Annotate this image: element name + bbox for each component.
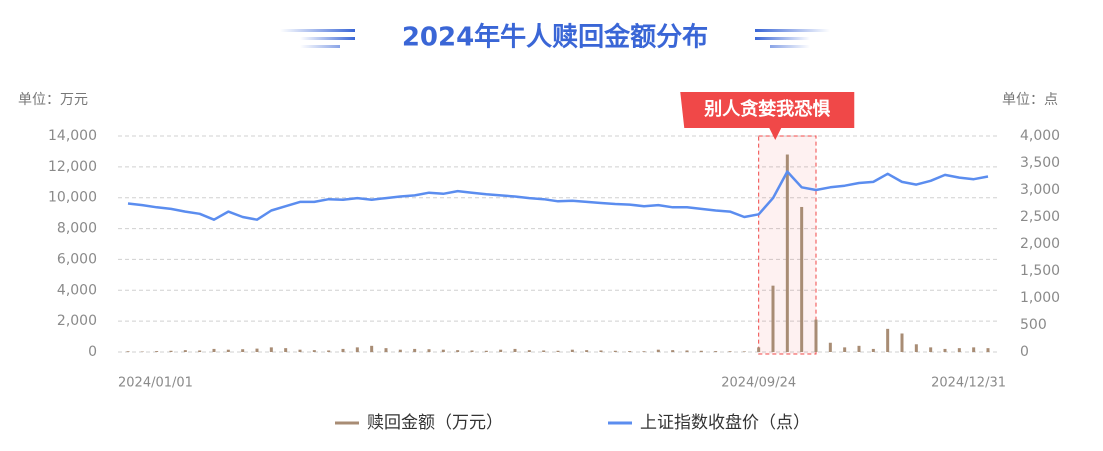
- y2-tick-label: 2,000: [1020, 236, 1060, 252]
- y2-unit: 单位：点: [1002, 92, 1058, 108]
- y-tick-label: 12,000: [48, 159, 97, 175]
- bar: [886, 328, 890, 352]
- bar: [198, 350, 202, 352]
- bar: [972, 347, 976, 352]
- annotation: 别人贪婪我恐惧: [703, 98, 830, 120]
- legend-item: 上证指数收盘价（点）: [608, 413, 810, 433]
- line: [127, 170, 989, 221]
- bar: [212, 348, 216, 352]
- y-tick-label: 2,000: [57, 313, 97, 329]
- title-decoration: [280, 29, 830, 48]
- bar: [499, 349, 503, 352]
- bar: [871, 348, 875, 352]
- bar: [169, 350, 173, 352]
- bar: [556, 350, 560, 352]
- bar: [413, 348, 417, 352]
- y-tick-label: 14,000: [48, 128, 97, 144]
- bar: [183, 350, 187, 352]
- x-tick-label: 2024/09/24: [721, 376, 796, 391]
- bar: [814, 319, 818, 352]
- bar: [427, 349, 431, 352]
- y-tick-label: 10,000: [48, 190, 97, 206]
- y-unit: 单位：万元: [18, 92, 88, 108]
- bar: [312, 350, 316, 352]
- bar: [298, 349, 302, 352]
- bar: [398, 349, 402, 352]
- bar: [656, 349, 660, 352]
- bar: [929, 347, 933, 352]
- y-tick-label: 8,000: [57, 221, 97, 237]
- bar: [771, 285, 775, 352]
- y-tick-label: 0: [88, 344, 97, 360]
- bar: [914, 344, 918, 352]
- y2-tick-label: 2,500: [1020, 209, 1060, 225]
- bar: [957, 348, 961, 352]
- bar: [384, 348, 388, 352]
- bar: [828, 342, 832, 352]
- bar: [900, 333, 904, 352]
- bar: [785, 154, 789, 352]
- bar: [986, 348, 990, 352]
- bar: [857, 345, 861, 352]
- bar: [742, 351, 746, 352]
- annotation-box: [680, 92, 855, 140]
- bar: [470, 350, 474, 352]
- y-tick-label: 4,000: [57, 282, 97, 298]
- bar: [728, 351, 732, 352]
- bar: [226, 349, 230, 352]
- bar: [757, 347, 761, 352]
- x-tick-label: 2024/01/01: [118, 376, 193, 391]
- bar: [671, 350, 675, 352]
- bar: [269, 347, 273, 352]
- y2-tick-label: 0: [1020, 344, 1029, 360]
- bar: [527, 350, 531, 352]
- bar: [642, 351, 646, 352]
- bar: [542, 350, 546, 352]
- legend-item: 赎回金额（万元）: [335, 413, 503, 433]
- legend-label: 上证指数收盘价（点）: [640, 413, 810, 433]
- bar: [843, 347, 847, 352]
- bar: [585, 350, 589, 352]
- bar: [628, 351, 632, 352]
- bar: [484, 350, 488, 352]
- bar: [341, 348, 345, 352]
- bar: [355, 347, 359, 352]
- bar: [699, 350, 703, 352]
- bar: [943, 348, 947, 352]
- bar: [370, 345, 374, 352]
- y2-tick-label: 1,000: [1020, 290, 1060, 306]
- bar: [800, 206, 804, 352]
- y2-tick-label: 3,000: [1020, 182, 1060, 198]
- bar: [155, 351, 159, 352]
- bar: [599, 350, 603, 352]
- y2-tick-label: 500: [1020, 317, 1047, 333]
- x-tick-label: 2024/12/31: [931, 376, 1006, 391]
- bar: [241, 349, 245, 352]
- y-tick-label: 6,000: [57, 251, 97, 267]
- bar: [570, 349, 574, 352]
- legend-label: 赎回金额（万元）: [367, 413, 503, 433]
- bar: [441, 349, 445, 352]
- bar: [327, 350, 331, 352]
- bar: [613, 350, 617, 352]
- y2-tick-label: 1,500: [1020, 263, 1060, 279]
- bar: [284, 348, 288, 352]
- bar: [255, 348, 259, 352]
- chart-title: 2024年牛人赎回金额分布: [402, 22, 708, 53]
- y2-tick-label: 4,000: [1020, 128, 1060, 144]
- bar: [456, 350, 460, 352]
- bar: [513, 348, 517, 352]
- y2-tick-label: 3,500: [1020, 155, 1060, 171]
- bar: [685, 350, 689, 352]
- bar: [126, 351, 130, 352]
- bar: [714, 351, 718, 352]
